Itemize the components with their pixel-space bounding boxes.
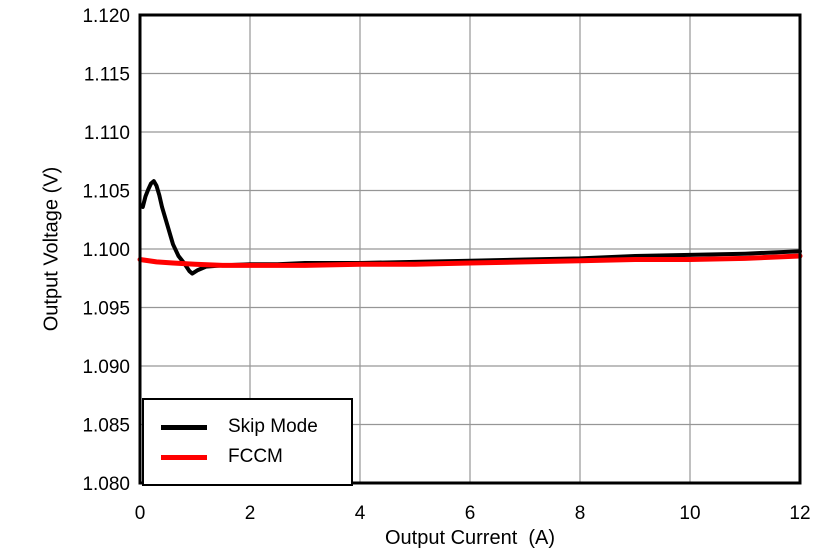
x-tick-label: 0 (135, 503, 146, 524)
legend-swatch-fccm (161, 454, 207, 460)
legend-entry-skip-mode: Skip Mode (161, 416, 351, 438)
x-tick-label: 10 (679, 503, 700, 524)
x-tick-label: 8 (575, 503, 586, 524)
y-tick-label: 1.120 (82, 6, 130, 27)
y-tick-label: 1.110 (84, 123, 130, 144)
y-tick-label: 1.095 (82, 299, 130, 320)
plot-border (138, 13, 802, 485)
y-axis-title: Output Voltage (V) (40, 166, 63, 332)
y-tick-label: 1.100 (82, 240, 130, 261)
legend-label-skip-mode: Skip Mode (228, 416, 318, 437)
x-axis-title: Output Current (A) (384, 527, 556, 549)
legend-label-fccm: FCCM (228, 446, 283, 467)
series-line-fccm (137, 253, 803, 268)
y-tick-label: 1.115 (84, 65, 130, 86)
x-tick-label: 6 (465, 503, 476, 524)
y-tick-label: 1.080 (82, 474, 130, 495)
y-tick-label: 1.105 (82, 182, 130, 203)
legend-entry-fccm: FCCM (161, 446, 351, 468)
y-tick-label: 1.090 (82, 357, 130, 378)
x-tick-label: 12 (789, 503, 810, 524)
x-tick-label: 2 (245, 503, 256, 524)
legend-swatch-skip-mode (161, 424, 207, 430)
y-tick-label: 1.085 (82, 416, 130, 437)
x-tick-label: 4 (355, 503, 366, 524)
legend: Skip Mode FCCM (142, 398, 353, 486)
